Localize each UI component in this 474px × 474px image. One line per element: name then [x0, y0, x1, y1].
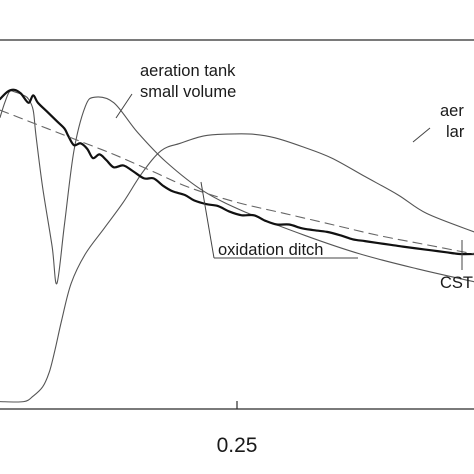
plot-frame [0, 39, 474, 410]
series-line-cstr [0, 109, 474, 255]
annotation-leader-small-volume [115, 93, 133, 119]
annotation-large-volume-line1: aer [440, 102, 464, 120]
x-tick-label: 0.25 [217, 434, 258, 457]
series-line-oxidation-ditch [0, 88, 474, 256]
annotation-leader-large-volume [412, 127, 431, 143]
series-line-aeration-tank-large-volume [0, 133, 474, 403]
x-axis-ticks: 0.25 [217, 401, 258, 457]
series-layer [0, 88, 474, 403]
annotation-small-volume-line2: small volume [140, 83, 236, 101]
annotation-small-volume-line1: aeration tank [140, 62, 236, 80]
annotation-leader-oxidation-ditch [200, 181, 215, 259]
annotations: aeration tank small volume aer lar oxida… [115, 62, 473, 292]
annotation-oxidation-ditch: oxidation ditch [218, 241, 324, 259]
annotation-cstr: CST [440, 274, 473, 292]
annotation-large-volume-line2: lar [446, 123, 465, 141]
